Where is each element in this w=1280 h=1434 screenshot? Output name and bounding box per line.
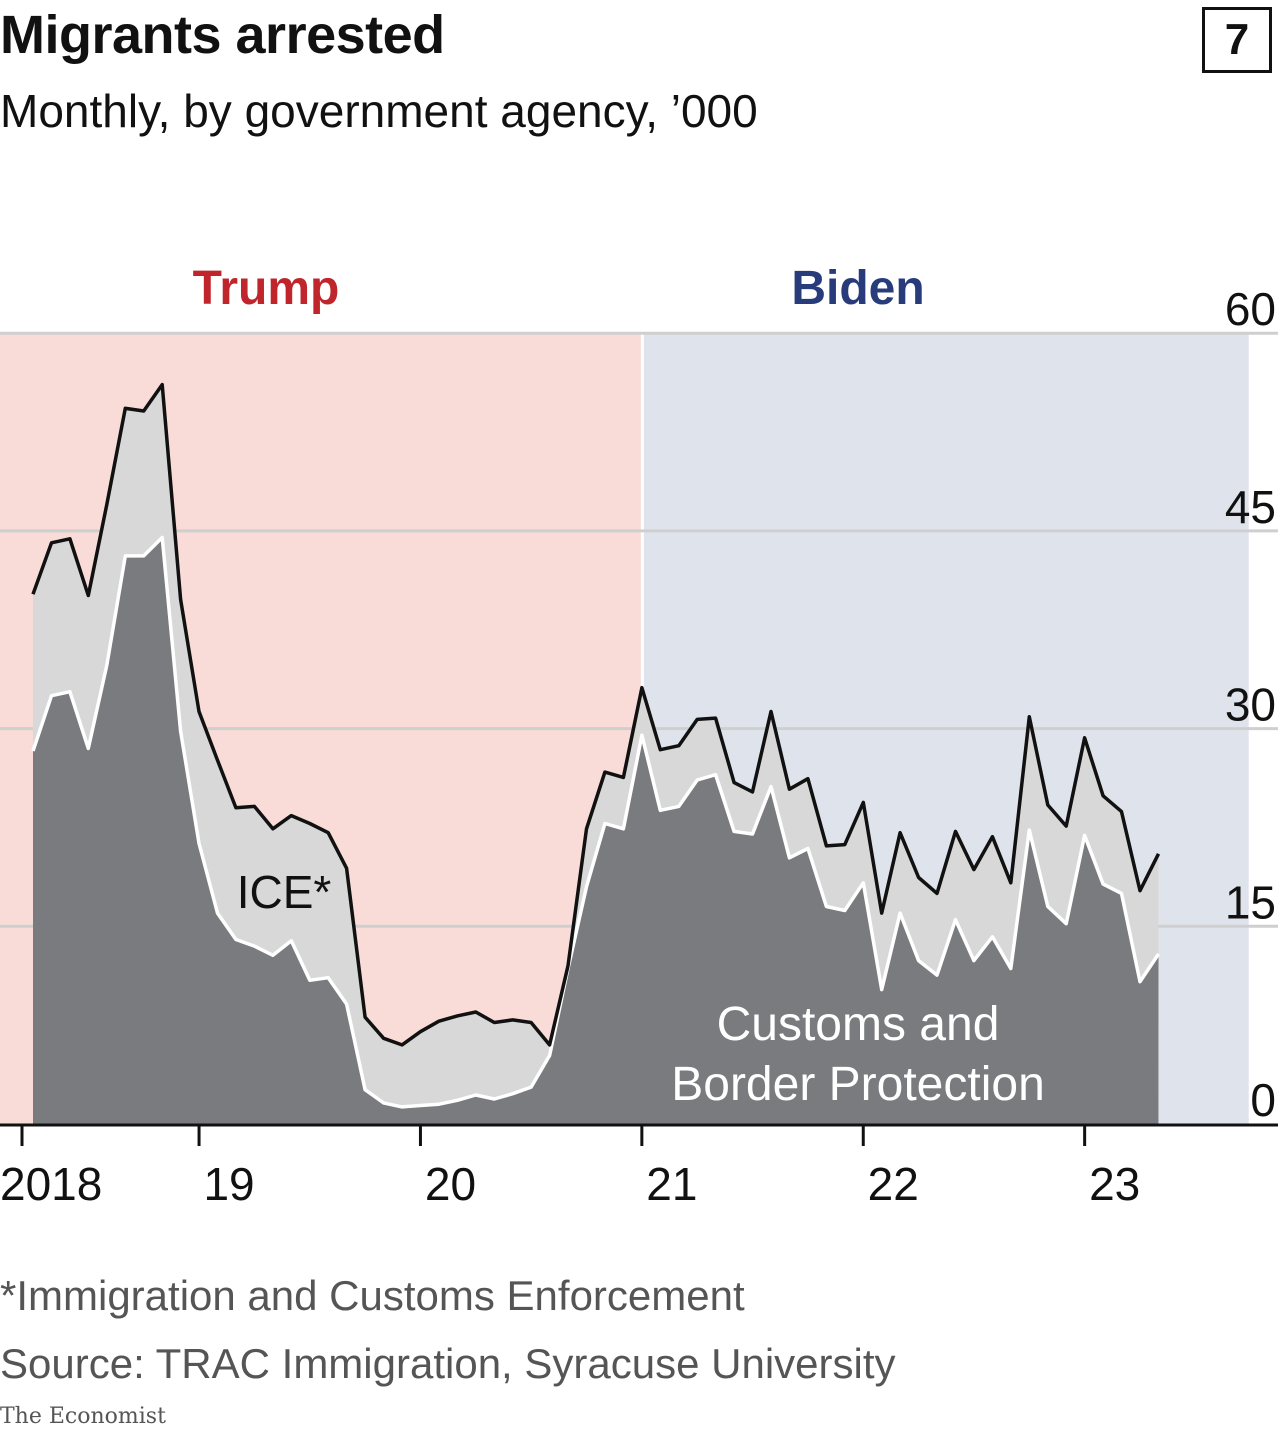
- period-label-biden: Biden: [791, 262, 924, 315]
- chart-title: Migrants arrested: [0, 5, 445, 65]
- total-line: [31, 382, 1161, 1047]
- source-note: Source: TRAC Immigration, Syracuse Unive…: [0, 1340, 896, 1387]
- annotations: ICE* Customs and Border Protection: [237, 866, 1045, 1111]
- annotation-cbp-line2: Border Protection: [671, 1058, 1045, 1111]
- stacked-areas: [33, 384, 1159, 1124]
- x-axis: [0, 1123, 1278, 1146]
- annotation-ice: ICE*: [237, 866, 332, 918]
- x-tick-label-22: 22: [868, 1158, 919, 1210]
- series-lines: [31, 382, 1161, 1109]
- chart-number-badge: 7: [1202, 7, 1272, 73]
- x-tick-label-21: 21: [646, 1158, 697, 1210]
- x-axis-labels: 2018 19 20 21 22 23: [0, 1158, 1140, 1210]
- x-tick-label-23: 23: [1089, 1158, 1140, 1210]
- period-labels: Trump Biden: [193, 262, 925, 315]
- x-tick-label-2018: 2018: [0, 1158, 102, 1210]
- y-tick-label-45: 45: [1225, 481, 1276, 533]
- cbp-line: [31, 535, 1160, 1109]
- chart-subtitle: Monthly, by government agency, ’000: [0, 85, 758, 137]
- y-tick-label-60: 60: [1225, 283, 1276, 335]
- footnote: *Immigration and Customs Enforcement: [0, 1272, 745, 1319]
- ice-area: [33, 384, 1159, 1107]
- period-label-trump: Trump: [193, 262, 340, 315]
- chart: 60 45 30 15 0 2018 19 20 21 22 23 Trump Biden ICE*…: [0, 262, 1278, 1210]
- publisher-logo: The Economist: [0, 1404, 166, 1429]
- y-tick-label-0: 0: [1250, 1074, 1276, 1126]
- cbp-area: [33, 537, 1159, 1124]
- annotation-cbp-line1: Customs and: [717, 998, 1000, 1051]
- x-tick-label-20: 20: [425, 1158, 476, 1210]
- x-tick-label-19: 19: [203, 1158, 254, 1210]
- y-tick-label-30: 30: [1225, 679, 1276, 731]
- y-axis-labels: 60 45 30 15 0: [1225, 283, 1276, 1126]
- y-tick-label-15: 15: [1225, 876, 1276, 928]
